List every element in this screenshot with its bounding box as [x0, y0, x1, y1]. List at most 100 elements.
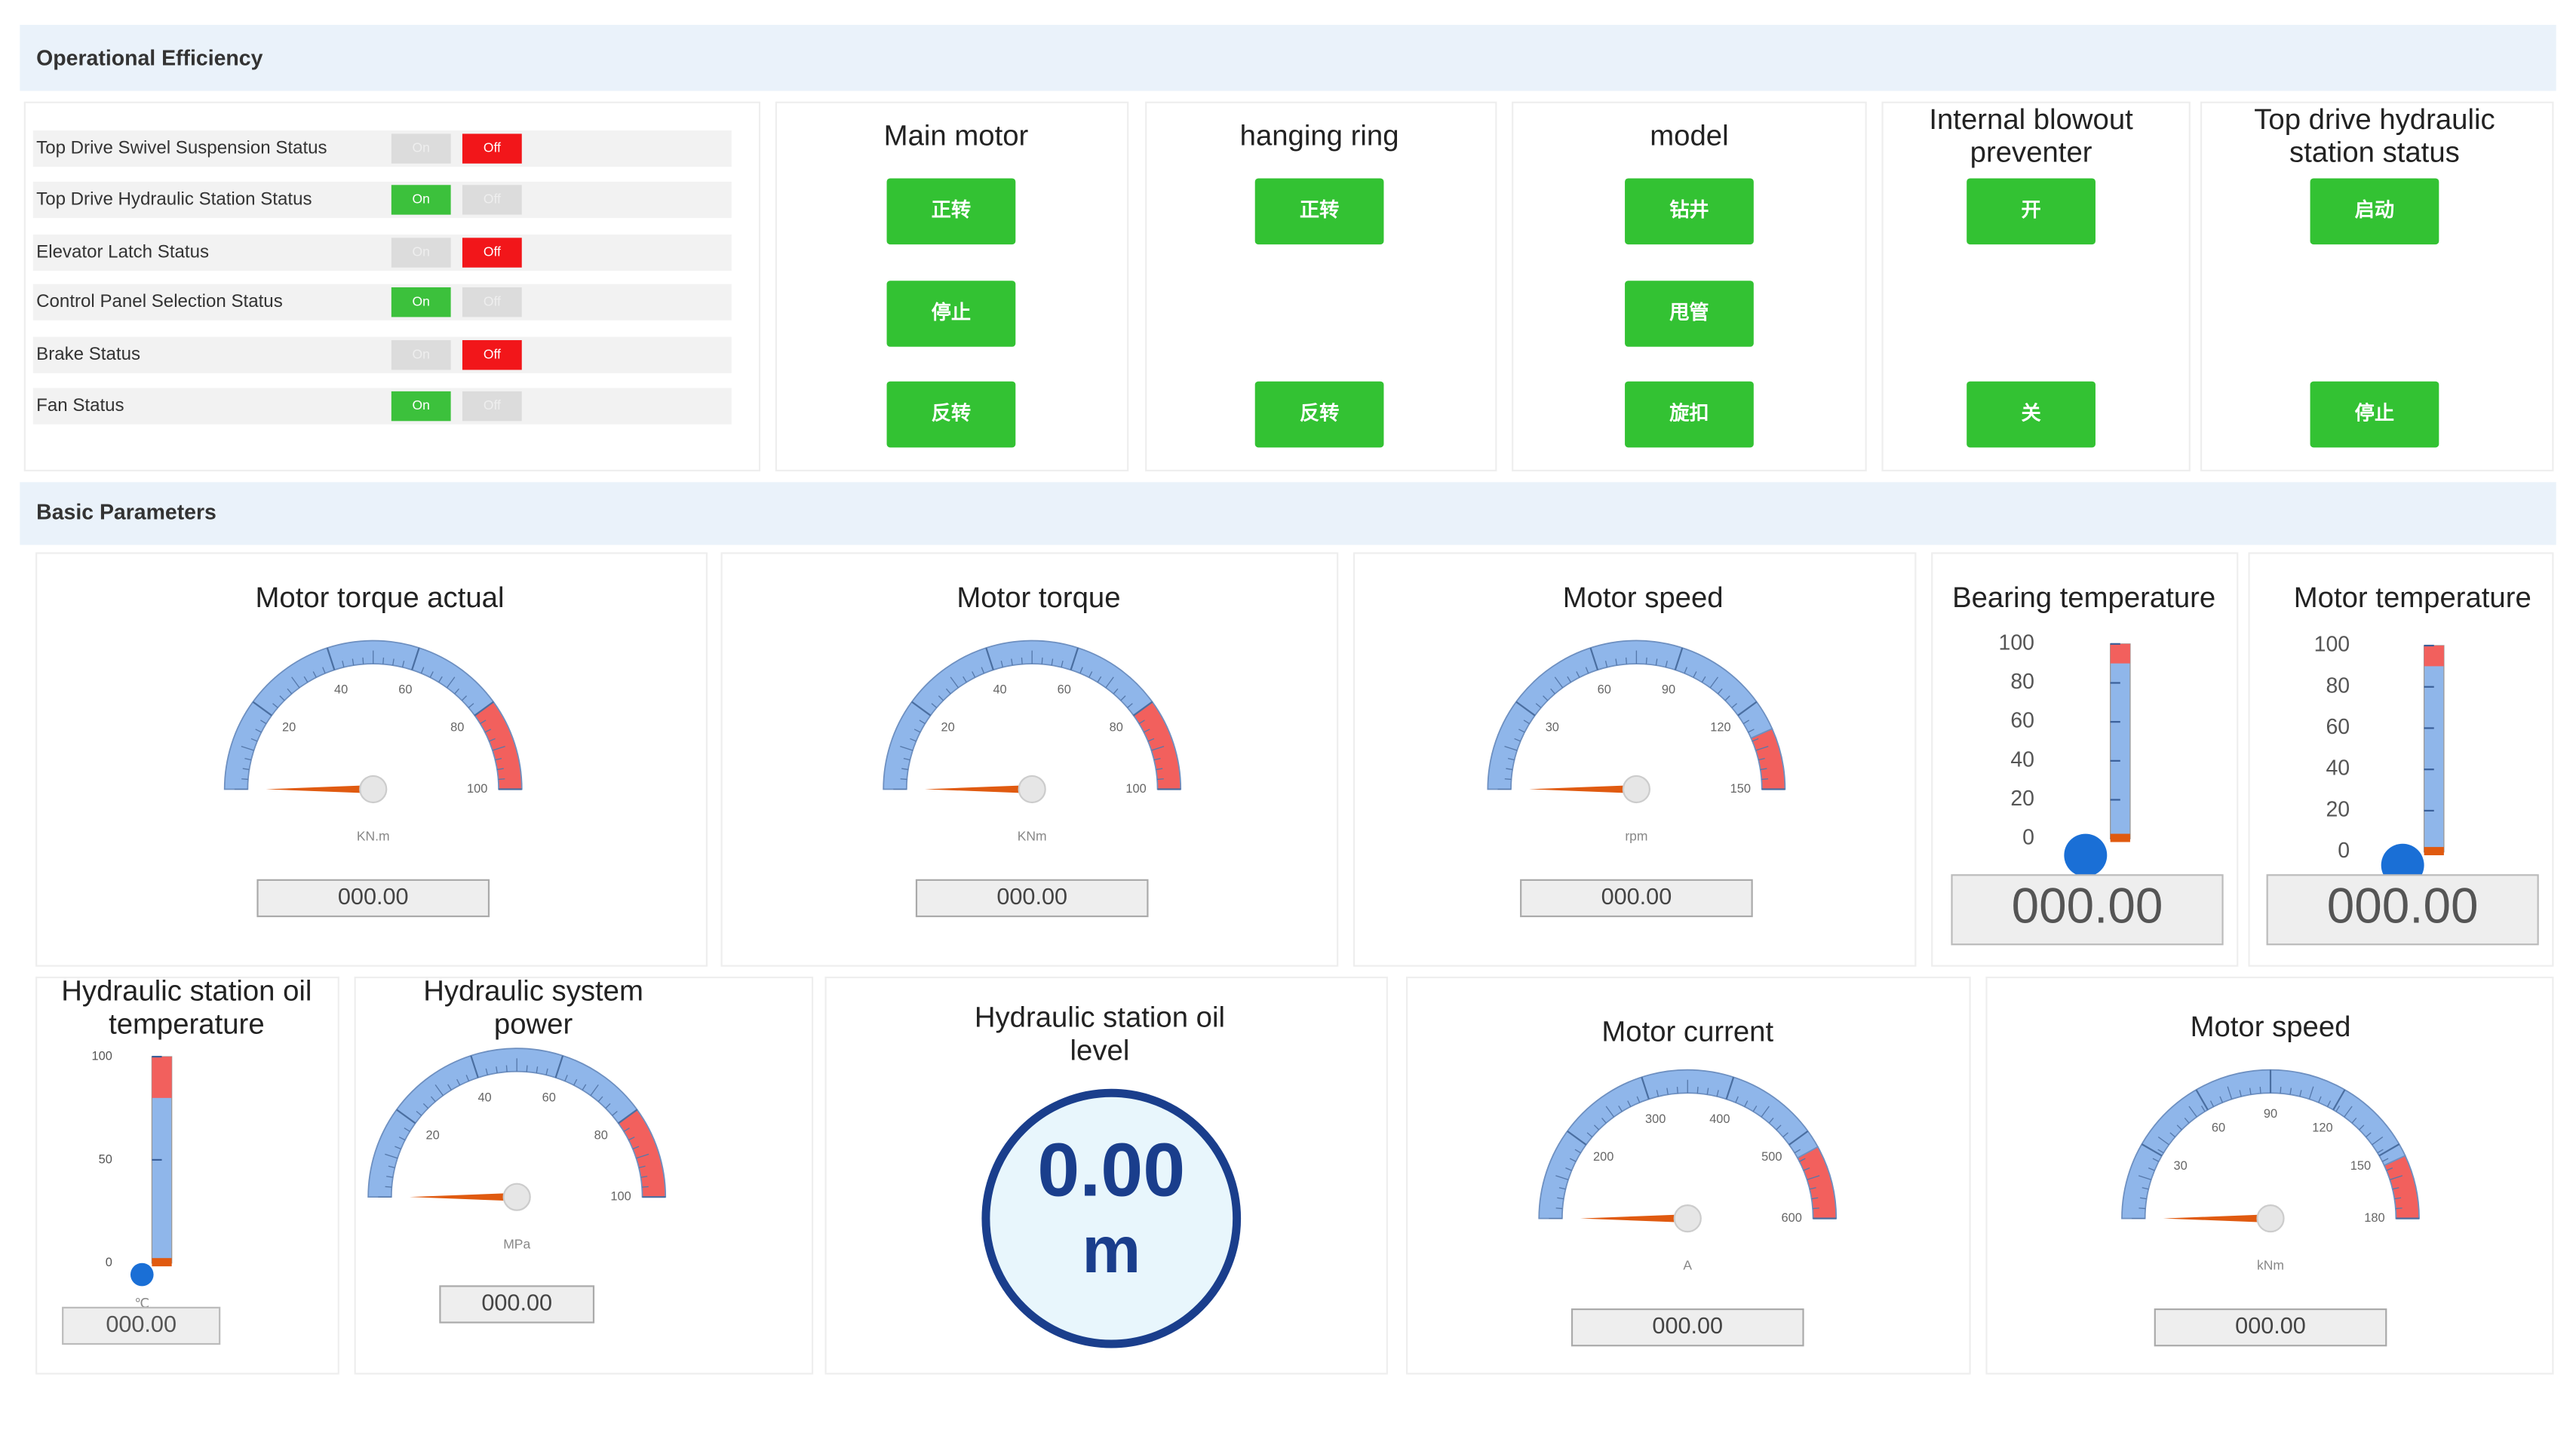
gauge-minor-tick — [1518, 729, 1525, 733]
thermometer-tick-label: 20 — [2326, 797, 2350, 821]
gauge-tick-label: 80 — [450, 721, 464, 735]
gauge-tick — [1515, 701, 1536, 716]
gauge-minor-tick — [2157, 1149, 2164, 1154]
title-box: model — [1650, 118, 1729, 152]
thermometer-tick-label: 0 — [2338, 839, 2350, 863]
panel-title: model — [1650, 118, 1729, 152]
off-label: Off — [484, 397, 501, 413]
status-label: Brake Status — [36, 344, 140, 364]
gauge-minor-tick — [2239, 1090, 2242, 1097]
gauge-unit: MPa — [503, 1236, 530, 1251]
control-button[interactable] — [1967, 381, 2095, 448]
panel-title: Main motor — [883, 118, 1029, 152]
gauge-unit: kNm — [2257, 1258, 2284, 1273]
thermometer-title: Bearing temperature — [1952, 581, 2215, 614]
control-button[interactable] — [2310, 381, 2439, 448]
on-button[interactable] — [391, 340, 451, 370]
gauge-minor-tick — [1120, 695, 1126, 701]
readout-box — [915, 879, 1149, 918]
gauge-minor-tick — [2169, 1132, 2175, 1138]
gauge-minor-tick — [1554, 676, 1564, 689]
control-button-label: 开 — [2021, 198, 2040, 221]
on-button[interactable] — [391, 185, 451, 215]
gauge-minor-tick — [498, 778, 505, 781]
thermometer-tube — [2423, 645, 2445, 853]
gauge-minor-tick — [1593, 1124, 1600, 1130]
gauge-tick — [1725, 1076, 1735, 1100]
gauge-minor-tick — [2299, 1090, 2302, 1097]
gauge-minor-tick — [2176, 1124, 2182, 1130]
gauge-minor-tick — [303, 676, 309, 683]
gauge-minor-tick — [628, 1137, 635, 1141]
gauge-minor-tick — [404, 1127, 410, 1132]
off-button[interactable] — [462, 185, 522, 215]
gauge-minor-tick — [573, 1078, 578, 1086]
gauge-tick-label: 20 — [425, 1128, 439, 1142]
gauge-tick — [470, 1055, 479, 1078]
gauge-tick — [1788, 1130, 1809, 1146]
off-button[interactable] — [462, 391, 522, 422]
control-button[interactable] — [886, 381, 1016, 448]
section-title: Operational Efficiency — [36, 46, 263, 70]
section-band — [20, 482, 2556, 545]
off-button[interactable] — [462, 133, 522, 164]
gauge-minor-tick — [1147, 738, 1155, 742]
control-button[interactable] — [1967, 178, 2095, 245]
off-label: Off — [484, 346, 501, 361]
on-label: On — [413, 397, 430, 413]
thermometer-tick-label: 50 — [99, 1152, 112, 1166]
level-unit: m — [1082, 1213, 1141, 1287]
on-button[interactable] — [391, 391, 451, 422]
control-button[interactable] — [1625, 281, 1754, 347]
panel — [1145, 101, 1497, 472]
gauge-minor-tick — [2148, 1167, 2155, 1171]
control-button[interactable] — [1625, 178, 1754, 245]
gauge-minor-tick — [395, 1146, 401, 1150]
control-button[interactable] — [886, 178, 1016, 245]
gauge-minor-tick — [1105, 676, 1114, 689]
gauge-minor-tick — [447, 1084, 452, 1091]
gauge-unit: A — [1683, 1258, 1692, 1273]
panel-title: Top drive hydraulic station status — [2254, 102, 2495, 169]
gauge-minor-tick — [241, 746, 254, 751]
status-label: Elevator Latch Status — [36, 241, 209, 262]
gauge-minor-tick — [260, 719, 267, 725]
off-button[interactable] — [462, 287, 522, 318]
gauge-minor-tick — [434, 1084, 444, 1096]
title-box: hanging ring — [1240, 119, 1399, 152]
on-button[interactable] — [391, 287, 451, 318]
gauge-minor-tick — [496, 1066, 498, 1073]
gauge-minor-tick — [1605, 1106, 1615, 1118]
thermometer-tick-label: 0 — [106, 1256, 112, 1269]
gauge-minor-tick — [250, 738, 258, 742]
off-button[interactable] — [462, 340, 522, 370]
gauge-minor-tick — [1138, 719, 1145, 725]
on-button[interactable] — [391, 133, 451, 164]
gauge-tick-label: 80 — [1110, 721, 1123, 735]
gauge-tick-label: 40 — [993, 683, 1006, 697]
status-row — [32, 336, 732, 373]
control-button[interactable] — [886, 281, 1016, 347]
control-button[interactable] — [2310, 178, 2439, 245]
gauge-minor-tick — [2188, 1106, 2197, 1118]
control-button[interactable] — [1254, 381, 1384, 448]
off-label: Off — [484, 192, 501, 207]
gauge-minor-tick — [461, 695, 468, 701]
gauge-minor-tick — [900, 778, 907, 781]
gauge-minor-tick — [1701, 676, 1706, 683]
control-button[interactable] — [1625, 381, 1754, 448]
off-button[interactable] — [462, 238, 522, 268]
gauge-tick-label: 150 — [1730, 782, 1751, 796]
gauge-minor-tick — [2318, 1096, 2322, 1103]
gauge-tick-label: 120 — [1710, 721, 1730, 735]
on-label: On — [413, 192, 430, 207]
gauge-minor-tick — [1555, 1207, 1563, 1210]
gauge-minor-tick — [2249, 1088, 2252, 1095]
gauge-minor-tick — [430, 1096, 436, 1103]
gauge-minor-tick — [1153, 757, 1161, 761]
on-button[interactable] — [391, 238, 451, 268]
control-button-label: 旋扣 — [1669, 401, 1709, 424]
gauge-minor-tick — [1535, 703, 1542, 708]
control-button-label: 关 — [2021, 401, 2041, 424]
control-button[interactable] — [1254, 178, 1384, 245]
